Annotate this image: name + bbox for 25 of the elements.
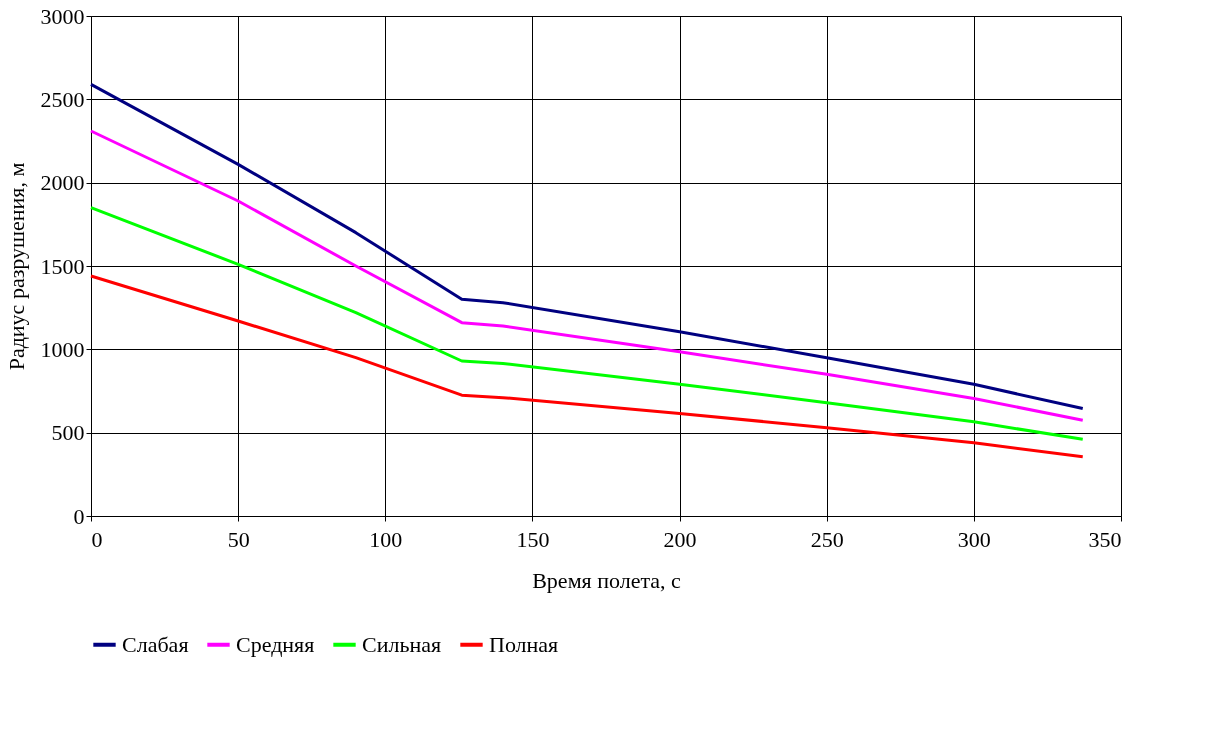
line-series — [89, 206, 1085, 441]
x-axis-title: Время полета, с — [532, 567, 682, 593]
line-series — [89, 129, 1085, 422]
legend-label: Средняя — [236, 631, 315, 657]
y-tick-label: 500 — [51, 420, 85, 446]
legend-label: Сильная — [362, 631, 442, 657]
y-tick-label: 1000 — [40, 336, 85, 362]
x-tick-label: 300 — [957, 526, 991, 552]
y-axis-title: Радиус разрушения, м — [3, 162, 29, 371]
y-tick-label: 1500 — [40, 253, 85, 279]
y-tick-label: 2000 — [40, 170, 85, 196]
y-tick-label: 0 — [73, 503, 85, 529]
x-tick-label: 350 — [1088, 526, 1122, 552]
legend-label: Слабая — [122, 631, 189, 657]
y-tick-label: 3000 — [40, 3, 85, 29]
x-tick-label: 50 — [227, 526, 250, 552]
legend-label: Полная — [489, 631, 559, 657]
x-tick-label: 250 — [810, 526, 844, 552]
y-tick-label: 2500 — [40, 86, 85, 112]
x-tick-label: 150 — [516, 526, 550, 552]
x-tick-label: 200 — [663, 526, 697, 552]
x-tick-label: 0 — [91, 526, 103, 552]
line-series — [89, 274, 1085, 459]
x-tick-label: 100 — [369, 526, 403, 552]
line-series — [89, 82, 1085, 410]
